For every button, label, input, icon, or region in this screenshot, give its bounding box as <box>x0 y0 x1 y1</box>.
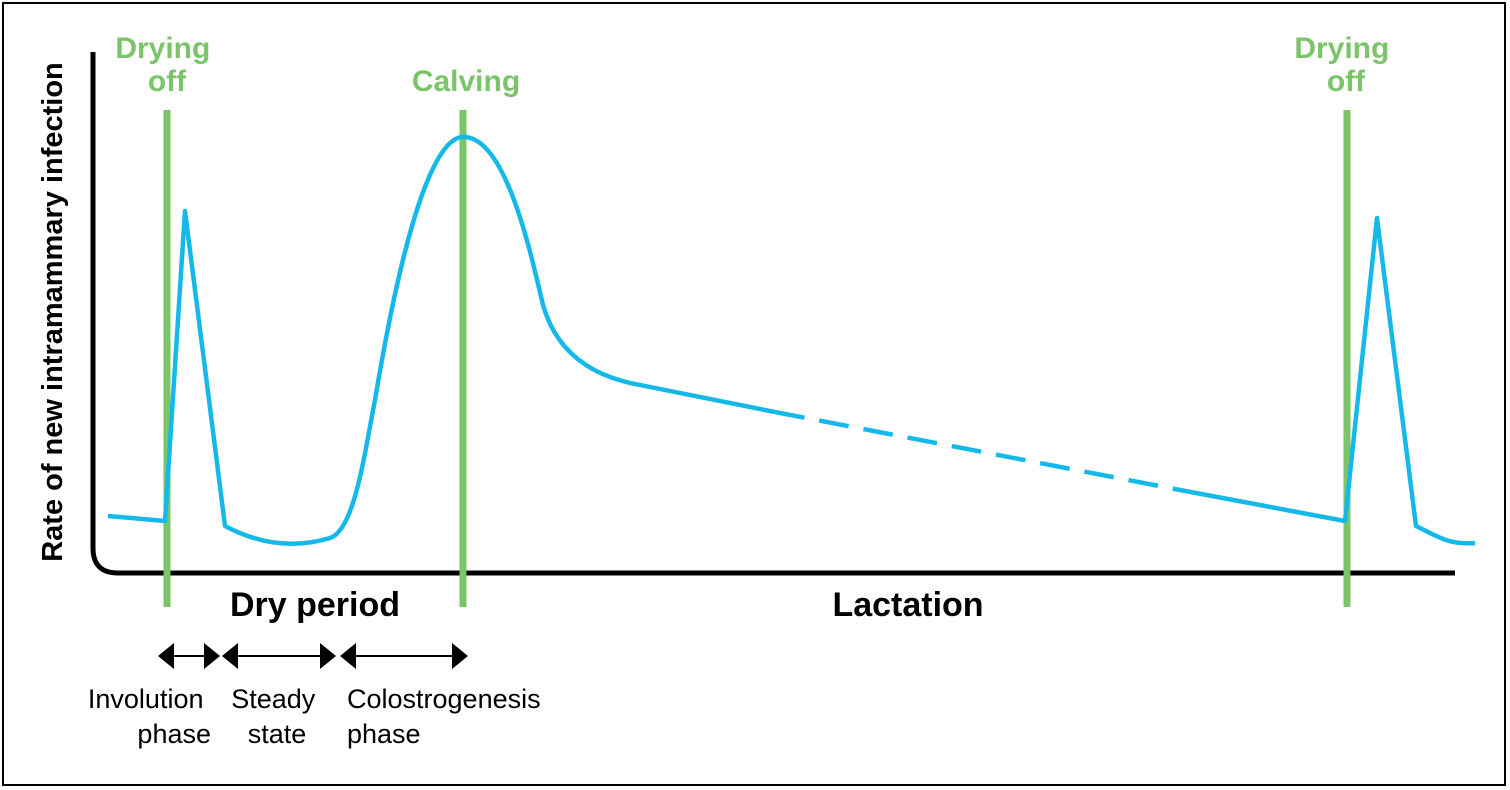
drying-off-label-2-line1: Drying <box>1294 32 1389 65</box>
lactation-label: Lactation <box>832 586 983 624</box>
colostrogenesis-phase-arrow <box>340 643 468 669</box>
colostrogenesis-phase-label: Colostrogenesis phase <box>347 684 548 749</box>
steady-state-label: Steady state <box>231 684 323 749</box>
infection-curve-solid-1 <box>107 134 776 546</box>
calving-label: Calving <box>412 65 520 98</box>
steady-state-label-line1: Steady <box>231 684 316 714</box>
y-axis-label: Rate of new intramammary infection <box>37 62 69 562</box>
infection-curve-dashed <box>774 409 1181 493</box>
drying-off-label-2-line2: off <box>1327 65 1366 98</box>
drying-off-label-2: Drying off <box>1294 32 1397 98</box>
colostrogenesis-phase-label-line2: phase <box>347 719 421 749</box>
steady-state-arrow <box>222 643 336 669</box>
steady-state-label-line2: state <box>248 719 307 749</box>
involution-phase-label-line2: phase <box>137 719 211 749</box>
involution-phase-label-line1: Involution <box>88 684 204 714</box>
colostrogenesis-phase-label-line1: Colostrogenesis <box>347 684 541 714</box>
axes <box>90 52 1455 576</box>
involution-phase-arrow <box>158 643 220 669</box>
drying-off-label-1: Drying off <box>115 32 218 98</box>
drying-off-label-1-line1: Drying <box>115 32 210 65</box>
infection-curve-solid-2 <box>1179 215 1476 546</box>
involution-phase-label: Involution phase <box>88 684 211 749</box>
drying-off-label-1-line2: off <box>148 65 187 98</box>
dry-period-label: Dry period <box>230 586 400 624</box>
